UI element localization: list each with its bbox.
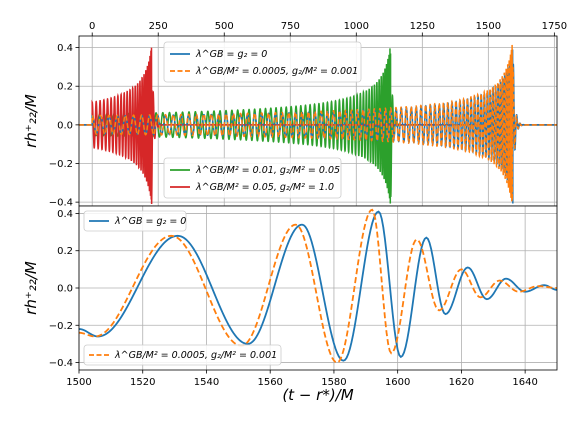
bottom-xtick-label: 1520 <box>130 377 155 388</box>
bottom-ytick-label: 0.4 <box>57 209 73 220</box>
top-legend-upper: λ^GB = g₂ = 0 λ^GB/M² = 0.0005, g₂/M² = … <box>163 41 362 83</box>
bottom-series-line <box>79 208 557 364</box>
top-ytick-label: −0.4 <box>49 198 73 209</box>
bottom-xlabel: (t − r*)/M <box>282 386 353 404</box>
top-panel: 0 250 500 750 1000 1250 1500 1750 0.4 0.2 0.0 −0.2 −… <box>22 21 567 209</box>
legend-label-large: λ^GB/M² = 0.05, g₂/M² = 1.0 <box>195 182 334 193</box>
bottom-panel: 1500 1520 1540 1560 1580 1600 1620 1640 0.4 0.2 0.… <box>22 205 558 404</box>
bottom-ytick-label: −0.4 <box>49 358 73 369</box>
bottom-legend-lower: λ^GB/M² = 0.0005, g₂/M² = 0.001 <box>83 344 282 366</box>
top-ytick-label: 0.2 <box>57 82 73 93</box>
bottom-xtick-label: 1540 <box>194 377 219 388</box>
top-ytick-label: 0.0 <box>57 120 73 131</box>
top-legend-lower: λ^GB/M² = 0.01, g₂/M² = 0.05 λ^GB/M² = 0… <box>163 157 342 199</box>
bottom-ticks: 1500 1520 1540 1560 1580 1600 1620 1640 0.4 0.2 0.… <box>49 209 538 388</box>
bottom-series-line <box>79 210 557 362</box>
top-xtick-label: 1000 <box>344 21 369 32</box>
top-xtick-label: 0 <box>89 21 95 32</box>
top-xtick-label: 1750 <box>542 21 567 32</box>
top-xtick-label: 1250 <box>410 21 435 32</box>
bot-legend-label-gr: λ^GB = g₂ = 0 <box>114 216 186 227</box>
bottom-xtick-label: 1640 <box>512 377 537 388</box>
legend-label-small: λ^GB/M² = 0.0005, g₂/M² = 0.001 <box>195 66 358 77</box>
top-ytick-label: −0.2 <box>49 159 73 170</box>
top-ylabel: rh⁺₂₂/M <box>22 94 40 148</box>
bottom-series <box>79 208 557 364</box>
bottom-ytick-label: −0.2 <box>49 321 73 332</box>
bottom-ytick-label: 0.0 <box>57 284 73 295</box>
bottom-xtick-label: 1500 <box>66 377 91 388</box>
legend-label-gr: λ^GB = g₂ = 0 <box>195 49 267 60</box>
bot-legend-label-small: λ^GB/M² = 0.0005, g₂/M² = 0.001 <box>114 350 277 361</box>
legend-label-medium: λ^GB/M² = 0.01, g₂/M² = 0.05 <box>195 165 340 176</box>
top-xtick-label: 250 <box>149 21 168 32</box>
top-xtick-label: 750 <box>281 21 300 32</box>
bottom-ytick-label: 0.2 <box>57 246 73 257</box>
bottom-xtick-label: 1580 <box>321 377 346 388</box>
bottom-xtick-label: 1600 <box>385 377 410 388</box>
bottom-legend-upper: λ^GB = g₂ = 0 <box>83 210 187 232</box>
bottom-xtick-label: 1560 <box>257 377 282 388</box>
top-xtick-label: 500 <box>215 21 234 32</box>
bottom-ylabel: rh⁺₂₂/M <box>22 261 40 315</box>
top-series-line <box>79 44 557 202</box>
top-ticks: 0 250 500 750 1000 1250 1500 1750 0.4 0.2 0.0 −0.2 −… <box>49 21 567 209</box>
bottom-xtick-label: 1620 <box>449 377 474 388</box>
top-series <box>79 44 557 204</box>
top-ytick-label: 0.4 <box>57 43 73 54</box>
top-xtick-label: 1500 <box>476 21 501 32</box>
